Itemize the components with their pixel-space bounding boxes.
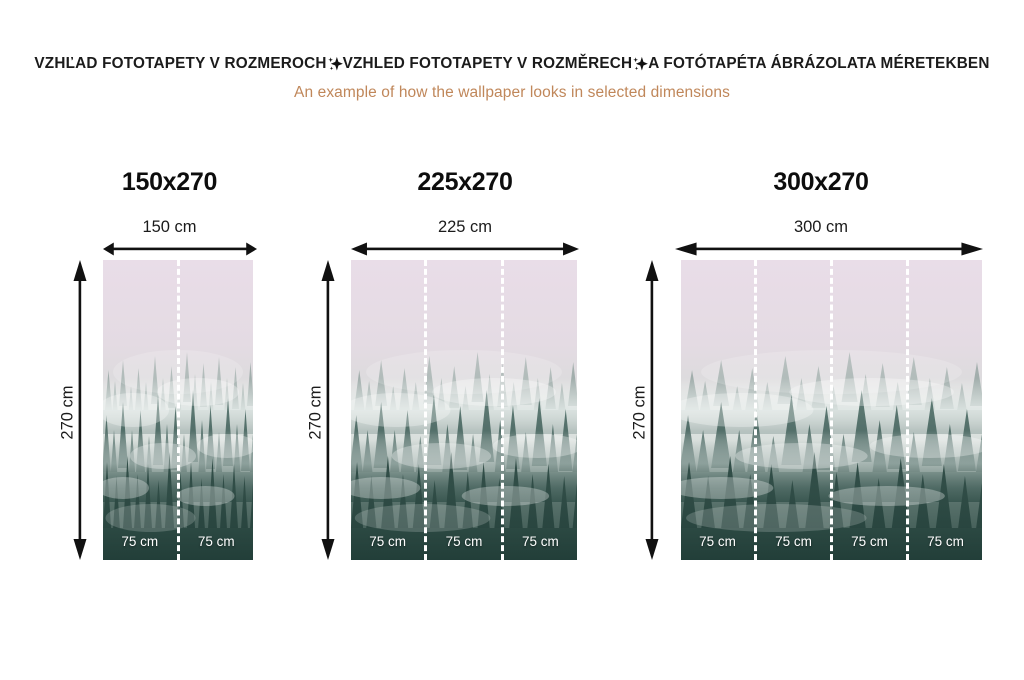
sparkle-icon-2 (631, 55, 649, 73)
panel-width-label: 150 cm (142, 218, 197, 236)
strip-label: 75 cm (197, 534, 235, 549)
strip-overlay: 75 cm 75 cm (103, 260, 253, 560)
panel-width-label: 225 cm (437, 218, 493, 236)
width-arrow-icon (103, 242, 257, 256)
strip: 75 cm (681, 260, 754, 560)
page-subtitle: An example of how the wallpaper looks in… (294, 84, 730, 101)
panel-height-label: 270 cm (630, 385, 649, 440)
wallpaper-preview: 75 cm 75 cm (103, 260, 253, 560)
page-title: VZHĽAD FOTOTAPETY V ROZMEROCH VZHLED FOT… (0, 0, 1024, 73)
width-arrow-icon (351, 242, 579, 256)
strip-label: 75 cm (121, 534, 159, 549)
strip: 75 cm (830, 260, 906, 560)
panel-width-label: 300 cm (793, 218, 849, 236)
panel-150x270: 150x270 150 cm 270 cm 75 cm 75 cm (40, 168, 300, 568)
strip: 75 cm (754, 260, 830, 560)
strip-label: 75 cm (775, 534, 812, 549)
width-arrow-icon (675, 242, 983, 256)
panel-height-label: 270 cm (306, 385, 325, 440)
strip: 75 cm (424, 260, 500, 560)
wallpaper-preview: 75 cm 75 cm 75 cm 75 cm (681, 260, 982, 560)
strip-label: 75 cm (699, 534, 736, 549)
strip-label: 75 cm (521, 534, 559, 549)
strip: 75 cm (176, 260, 254, 560)
strip: 75 cm (500, 260, 577, 560)
strip-label: 75 cm (927, 534, 964, 549)
strip: 75 cm (103, 260, 177, 560)
strip: 75 cm (906, 260, 982, 560)
panel-title: 150x270 (121, 168, 218, 196)
header: VZHĽAD FOTOTAPETY V ROZMEROCH VZHLED FOT… (0, 0, 1024, 102)
title-part-hu: A FOTÓTAPÉTA ÁBRÁZOLATA MÉRETEKBEN (648, 55, 990, 73)
strip: 75 cm (351, 260, 424, 560)
strip-label: 75 cm (369, 534, 407, 549)
panel-height-label: 270 cm (58, 385, 77, 440)
strip-overlay: 75 cm 75 cm 75 cm 75 cm (681, 260, 982, 560)
panel-225x270: 225x270 225 cm 270 cm 75 cm 75 cm 75 cm (300, 168, 630, 568)
panel-title: 300x270 (773, 168, 869, 196)
wallpaper-preview: 75 cm 75 cm 75 cm (351, 260, 577, 560)
panel-title: 225x270 (417, 168, 513, 196)
strip-overlay: 75 cm 75 cm 75 cm (351, 260, 577, 560)
title-part-cz: VZHLED FOTOTAPETY V ROZMĚRECH (342, 55, 633, 73)
title-part-sk: VZHĽAD FOTOTAPETY V ROZMEROCH (34, 55, 327, 73)
panel-300x270: 300x270 300 cm 270 cm 75 cm 75 cm 75 cm … (630, 168, 1024, 568)
strip-label: 75 cm (445, 534, 483, 549)
sparkle-icon (326, 55, 344, 73)
strip-label: 75 cm (851, 534, 888, 549)
